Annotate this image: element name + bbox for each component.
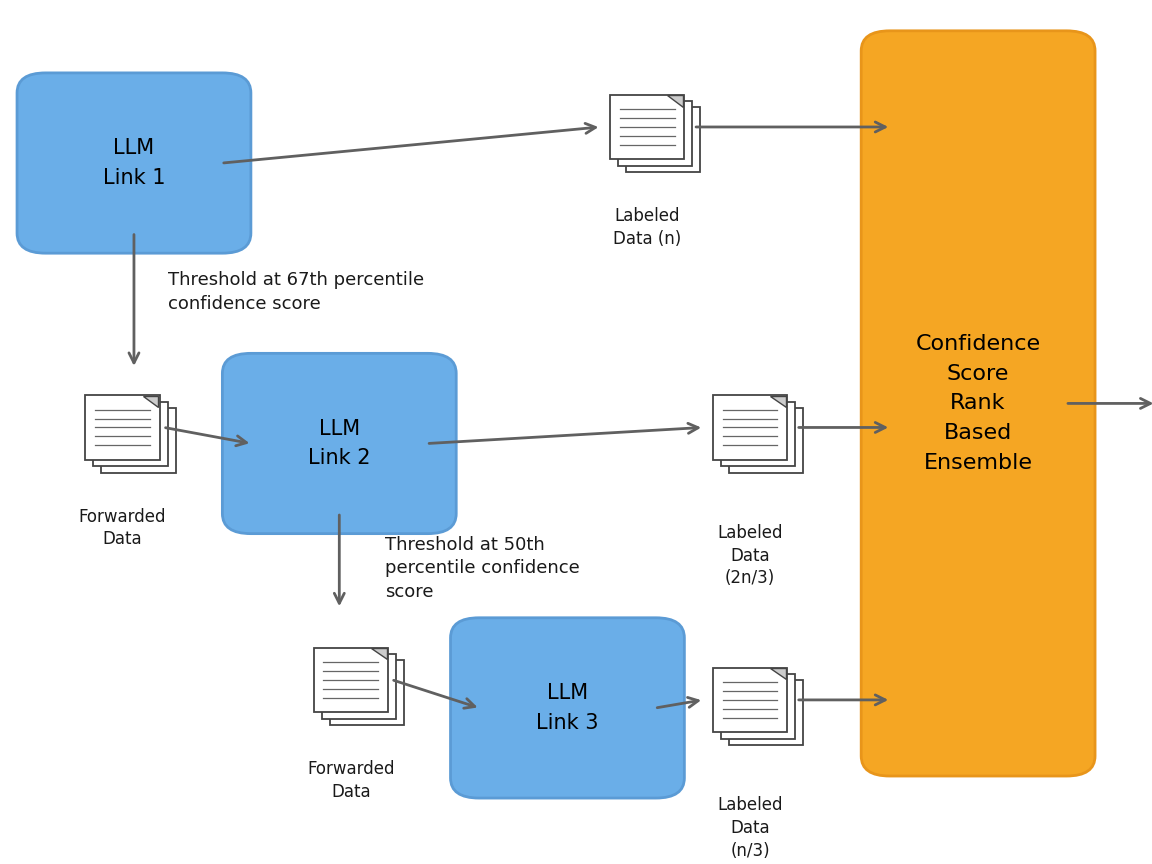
FancyBboxPatch shape — [721, 402, 795, 467]
FancyBboxPatch shape — [85, 395, 160, 460]
FancyBboxPatch shape — [611, 95, 684, 159]
Text: Labeled
Data
(n/3): Labeled Data (n/3) — [718, 796, 782, 860]
FancyBboxPatch shape — [627, 107, 700, 172]
FancyBboxPatch shape — [17, 73, 251, 253]
FancyBboxPatch shape — [93, 402, 168, 467]
FancyBboxPatch shape — [450, 618, 684, 798]
FancyBboxPatch shape — [721, 674, 795, 739]
FancyBboxPatch shape — [619, 101, 692, 166]
Polygon shape — [371, 648, 387, 659]
Text: Forwarded
Data: Forwarded Data — [306, 760, 394, 801]
FancyBboxPatch shape — [101, 408, 175, 473]
Text: Threshold at 50th
percentile confidence
score: Threshold at 50th percentile confidence … — [385, 536, 579, 600]
FancyBboxPatch shape — [222, 353, 456, 534]
FancyBboxPatch shape — [862, 31, 1096, 776]
FancyBboxPatch shape — [321, 654, 396, 719]
Text: Labeled
Data
(2n/3): Labeled Data (2n/3) — [718, 524, 782, 588]
Polygon shape — [143, 396, 159, 407]
FancyBboxPatch shape — [713, 668, 787, 733]
Polygon shape — [667, 95, 683, 106]
FancyBboxPatch shape — [329, 660, 403, 725]
Text: Threshold at 67th percentile
confidence score: Threshold at 67th percentile confidence … — [168, 271, 424, 313]
Text: Forwarded
Data: Forwarded Data — [78, 507, 166, 549]
Text: Labeled
Data (n): Labeled Data (n) — [613, 207, 682, 248]
Polygon shape — [770, 669, 786, 679]
Text: LLM
Link 1: LLM Link 1 — [103, 138, 165, 187]
Polygon shape — [770, 396, 786, 407]
Text: Confidence
Score
Rank
Based
Ensemble: Confidence Score Rank Based Ensemble — [916, 334, 1040, 473]
Text: LLM
Link 3: LLM Link 3 — [536, 683, 599, 733]
Text: LLM
Link 2: LLM Link 2 — [308, 419, 371, 468]
FancyBboxPatch shape — [713, 395, 787, 460]
FancyBboxPatch shape — [729, 680, 803, 745]
FancyBboxPatch shape — [313, 647, 388, 712]
FancyBboxPatch shape — [729, 408, 803, 473]
